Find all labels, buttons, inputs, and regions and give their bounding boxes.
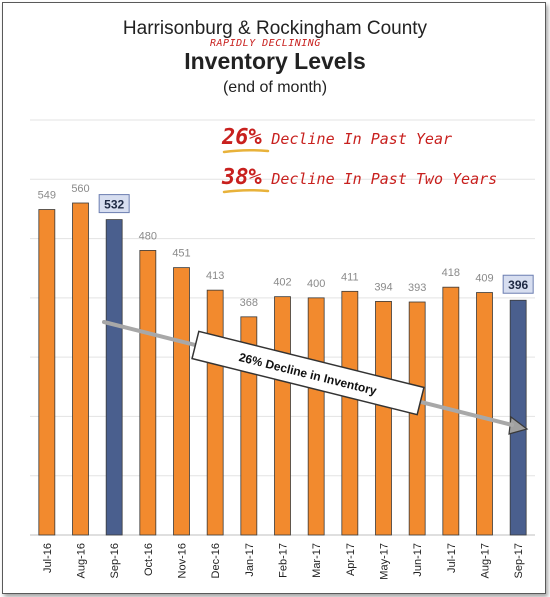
bar-dec-16: [206, 289, 224, 536]
value-label-mar-17: 400: [307, 278, 325, 290]
value-label-nov-16: 451: [172, 248, 190, 260]
underline-one-year: [222, 148, 270, 154]
x-tick-nov-16: Nov-16: [177, 543, 189, 578]
callout-one-year: 26% Decline In Past Year: [222, 125, 452, 150]
chart-title: Inventory Levels: [184, 48, 366, 74]
x-tick-sep-17: Sep-17: [513, 543, 525, 578]
value-label-sep-16: 532: [104, 198, 124, 212]
x-tick-mar-17: Mar-17: [311, 543, 323, 578]
underline-two-year: [222, 188, 270, 194]
bar-may-17: [375, 301, 392, 536]
x-tick-jan-17: Jan-17: [244, 543, 256, 577]
bar-feb-17: [274, 296, 291, 536]
bar-mar-17: [307, 297, 325, 536]
value-label-jul-16: 549: [38, 190, 56, 202]
callout-two-year-pct: 38%: [222, 165, 262, 190]
x-tick-aug-16: Aug-16: [76, 543, 88, 578]
bar-apr-17: [341, 290, 359, 536]
value-label-jun-17: 393: [408, 282, 426, 294]
bar-jul-16: [38, 209, 56, 536]
x-tick-oct-16: Oct-16: [143, 543, 155, 576]
value-labels: 549 560 532 480 451 413 368 402 400 411 394 393 418 4…: [38, 183, 534, 309]
callout-two-year-text: Decline In Past Two Years: [271, 170, 498, 188]
value-label-dec-16: 413: [206, 270, 224, 282]
x-tick-apr-17: Apr-17: [345, 543, 357, 576]
value-label-may-17: 394: [374, 281, 392, 293]
bar-nov-16: [173, 267, 190, 536]
chart-subtitle: (end of month): [222, 79, 328, 96]
bar-sep-16: [105, 219, 123, 536]
callout-one-year-text: Decline In Past Year: [271, 130, 453, 148]
value-label-oct-16: 480: [139, 230, 157, 242]
x-tick-sep-16: Sep-16: [109, 543, 121, 578]
value-label-jan-17: 368: [240, 297, 258, 309]
x-tick-aug-17: Aug-17: [480, 543, 492, 578]
value-label-jul-17: 418: [442, 267, 460, 279]
x-tick-jul-17: Jul-17: [446, 543, 458, 573]
handwritten-note: RAPIDLY DECLINING: [210, 38, 321, 49]
x-tick-jun-17: Jun-17: [412, 543, 424, 577]
bar-aug-17: [476, 292, 493, 536]
callout-underlines: [222, 148, 270, 194]
value-label-aug-17: 409: [475, 273, 493, 285]
bar-sep-17: [509, 299, 527, 536]
x-tick-labels: Jul-16 Aug-16 Sep-16 Oct-16 Nov-16 Dec-16 Jan-…: [42, 543, 525, 580]
value-label-box-sep-17: [502, 274, 534, 294]
value-label-apr-17: 411: [341, 271, 359, 283]
chart-title-line1: Harrisonburg & Rockingham County: [122, 18, 428, 39]
value-label-sep-17: 396: [508, 278, 528, 292]
value-label-feb-17: 402: [273, 277, 291, 289]
bar-oct-16: [139, 250, 157, 536]
x-tick-dec-16: Dec-16: [210, 543, 222, 578]
bar-aug-16: [72, 202, 89, 536]
bar-jun-17: [408, 301, 426, 536]
value-label-box-sep-16: [98, 194, 130, 214]
callout-one-year-pct: 26%: [222, 125, 262, 150]
callout-two-year: 38% Decline In Past Two Years: [222, 165, 497, 190]
x-tick-jul-16: Jul-16: [42, 543, 54, 573]
x-tick-feb-17: Feb-17: [278, 543, 290, 578]
value-label-aug-16: 560: [71, 183, 89, 195]
x-tick-may-17: May-17: [379, 543, 391, 580]
